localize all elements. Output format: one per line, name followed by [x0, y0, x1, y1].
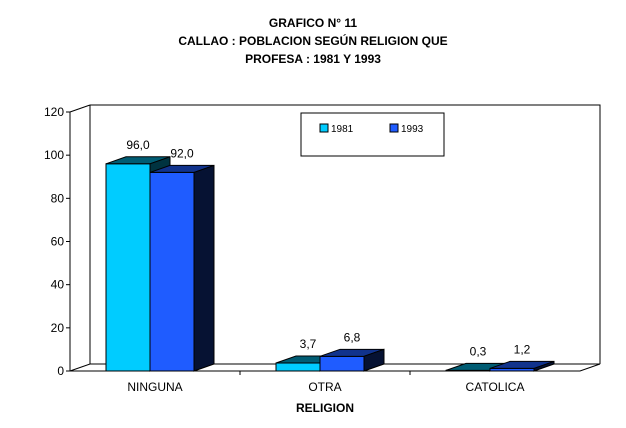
chart-title-line-3: PROFESA : 1981 Y 1993 — [245, 52, 381, 66]
data-label: 0,3 — [470, 344, 487, 358]
bar-1981-ninguna — [105, 163, 151, 372]
legend-label-1981: 1981 — [331, 124, 354, 135]
y-tick-label: 20 — [51, 321, 65, 335]
bar-side-1993-ninguna — [193, 164, 215, 372]
legend-swatch-1981 — [319, 123, 329, 133]
y-tick-label: 100 — [44, 148, 64, 162]
bar-side-1993-otra — [363, 348, 385, 372]
chart-title-line-1: GRAFICO N° 11 — [268, 16, 358, 30]
x-tick-label: CATOLICA — [466, 380, 525, 394]
y-tick-label: 60 — [51, 235, 65, 249]
chart-title-line-2: CALLAO : POBLACION SEGÚN RELIGION QUE — [178, 34, 448, 48]
x-axis-title: RELIGION — [296, 401, 354, 415]
data-label: 3,7 — [300, 337, 317, 351]
y-tick-label: 80 — [51, 191, 65, 205]
y-tick-label: 40 — [51, 278, 65, 292]
bar-1981-otra — [275, 362, 321, 372]
y-tick-label: 120 — [44, 105, 64, 119]
data-label: 1,2 — [514, 342, 531, 356]
bar-1993-otra — [319, 355, 365, 372]
bar-side-1993-catolica — [533, 360, 555, 372]
data-label: 92,0 — [170, 146, 194, 160]
legend-label-1993: 1993 — [401, 124, 424, 135]
bar-1993-ninguna — [149, 171, 195, 372]
legend-box — [300, 112, 445, 157]
data-label: 96,0 — [126, 138, 150, 152]
left-wall-top-edge — [69, 104, 91, 113]
x-tick-label: OTRA — [308, 380, 341, 394]
data-label: 6,8 — [344, 330, 361, 344]
back-wall-edge — [90, 104, 601, 364]
legend-swatch-1993 — [389, 123, 399, 133]
x-tick-label: NINGUNA — [127, 380, 182, 394]
y-tick-label: 0 — [57, 364, 64, 378]
